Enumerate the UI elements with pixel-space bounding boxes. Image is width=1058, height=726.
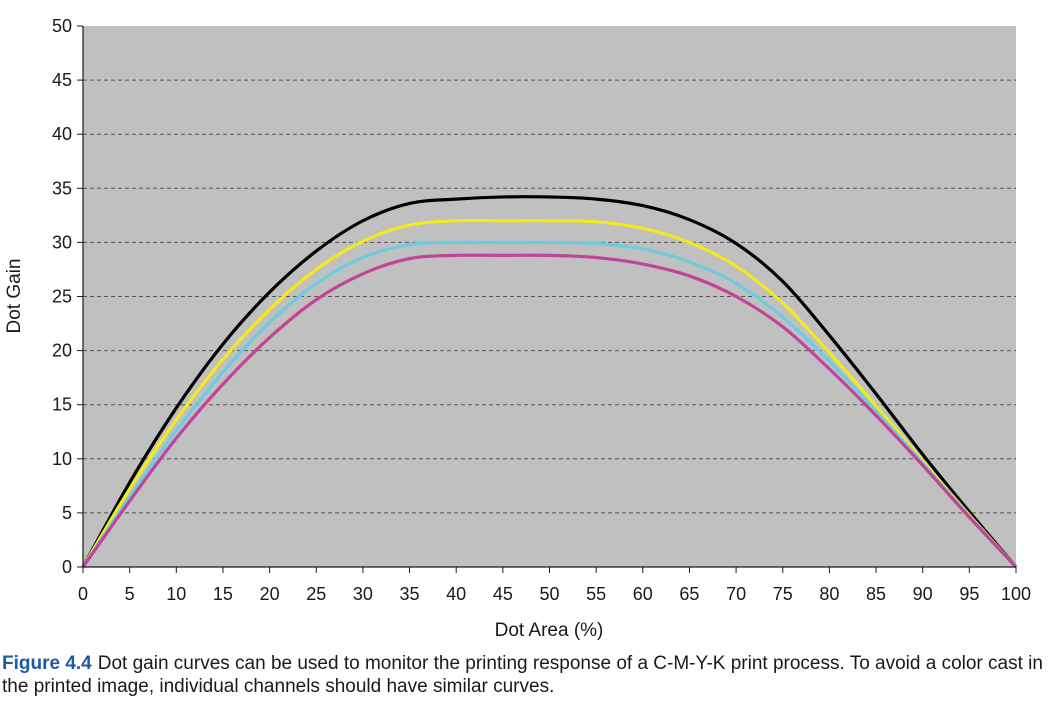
series-line-3 bbox=[81, 240, 1018, 569]
figure-label: Figure 4.4 bbox=[2, 653, 92, 674]
x-tick-label-70: 70 bbox=[726, 584, 746, 604]
series-lines bbox=[81, 195, 1018, 569]
y-tick-label-0: 0 bbox=[62, 557, 72, 577]
figure-caption: Figure 4.4 Dot gain curves can be used to… bbox=[2, 652, 1052, 698]
x-tick-label-55: 55 bbox=[586, 584, 606, 604]
x-axis-title: Dot Area (%) bbox=[495, 620, 604, 640]
x-tick-label-45: 45 bbox=[493, 584, 513, 604]
y-tick-labels: 0 5 10 15 20 25 30 35 40 45 50 bbox=[52, 16, 72, 577]
x-tick-label-35: 35 bbox=[400, 584, 420, 604]
dot-gain-chart: 0 5 10 15 20 25 30 35 40 45 50 55 60 65 70 75 80 85 90 95 10… bbox=[4, 16, 1031, 640]
series-line-1 bbox=[81, 195, 1018, 569]
y-tick-label-20: 20 bbox=[52, 341, 72, 361]
x-tick-label-5: 5 bbox=[125, 584, 135, 604]
y-tick-label-25: 25 bbox=[52, 287, 72, 307]
axes bbox=[77, 25, 1017, 573]
x-tick-label-15: 15 bbox=[213, 584, 233, 604]
x-tick-label-95: 95 bbox=[959, 584, 979, 604]
x-tick-label-75: 75 bbox=[773, 584, 793, 604]
x-tick-label-30: 30 bbox=[353, 584, 373, 604]
y-tick-label-10: 10 bbox=[52, 449, 72, 469]
series-line-2 bbox=[81, 218, 1018, 569]
y-tick-label-15: 15 bbox=[52, 395, 72, 415]
x-tick-label-90: 90 bbox=[913, 584, 933, 604]
y-tick-label-50: 50 bbox=[52, 16, 72, 36]
x-tick-label-85: 85 bbox=[866, 584, 886, 604]
x-tick-label-65: 65 bbox=[679, 584, 699, 604]
x-tick-label-80: 80 bbox=[819, 584, 839, 604]
x-tick-label-0: 0 bbox=[78, 584, 88, 604]
y-tick-label-45: 45 bbox=[52, 70, 72, 90]
x-tick-label-50: 50 bbox=[539, 584, 559, 604]
x-tick-label-10: 10 bbox=[166, 584, 186, 604]
x-tick-label-60: 60 bbox=[633, 584, 653, 604]
grid-lines bbox=[83, 79, 1016, 514]
x-tick-label-40: 40 bbox=[446, 584, 466, 604]
y-axis-title: Dot Gain bbox=[4, 259, 25, 334]
y-tick-label-35: 35 bbox=[52, 178, 72, 198]
y-tick-label-5: 5 bbox=[62, 503, 72, 523]
y-tick-label-40: 40 bbox=[52, 124, 72, 144]
x-tick-labels: 0 5 10 15 20 25 30 35 40 45 50 55 60 65 70 75 80 85 90 95 10… bbox=[78, 584, 1031, 604]
x-tick-label-25: 25 bbox=[306, 584, 326, 604]
x-tick-label-20: 20 bbox=[260, 584, 280, 604]
figure-caption-text: Dot gain curves can be used to monitor t… bbox=[2, 653, 1043, 697]
y-tick-label-30: 30 bbox=[52, 232, 72, 252]
series-line-4 bbox=[81, 253, 1018, 569]
x-tick-label-100: 100 bbox=[1001, 584, 1031, 604]
